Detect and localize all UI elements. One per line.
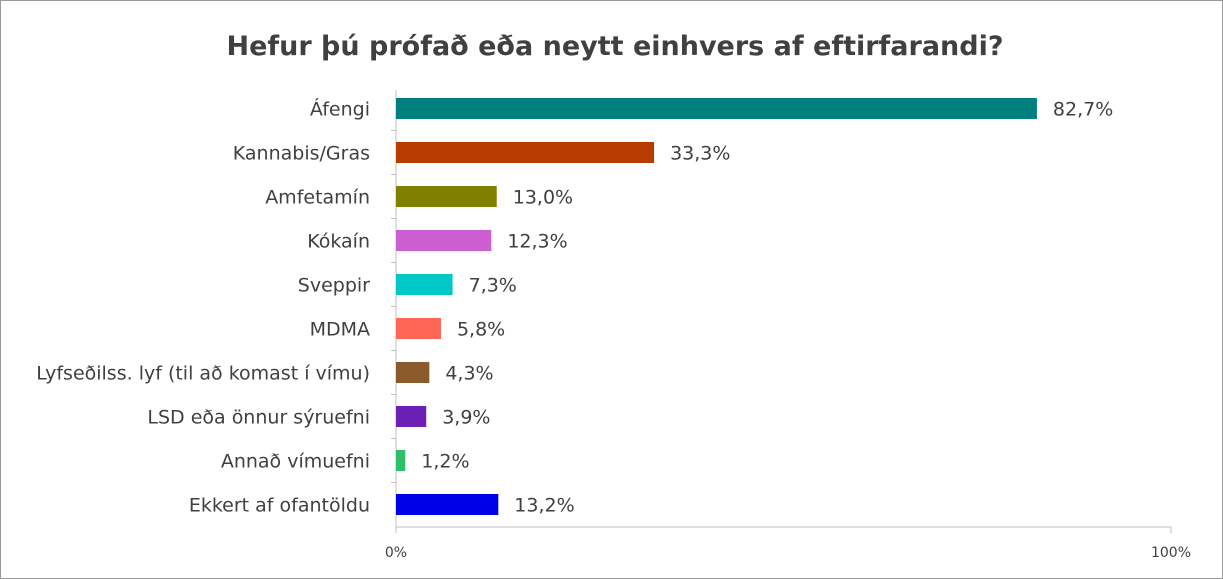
value-label: 3,9% [442,407,490,429]
bar [396,494,499,515]
category-label: Lyfseðilss. lyf (til að komast í vímu) [36,363,370,385]
bar [396,406,427,427]
bar [396,230,492,251]
value-label: 33,3% [670,143,730,165]
bar [396,142,655,163]
category-label: LSD eða önnur sýruefni [147,407,370,429]
category-label: Kókaín [307,231,370,253]
value-label: 13,0% [513,187,573,209]
bar [396,362,430,383]
chart-title: Hefur þú prófað eða neytt einhvers af ef… [226,31,1003,62]
category-label: Annað vímuefni [221,451,370,473]
value-label: 5,8% [457,319,505,341]
value-label: 4,3% [445,363,493,385]
category-label: Ekkert af ofantöldu [189,495,370,517]
bar [396,186,497,207]
category-label: Áfengi [310,98,370,121]
bar [396,450,406,471]
category-label: MDMA [310,319,370,341]
bar [396,318,441,339]
value-label: 12,3% [507,231,567,253]
value-label: 1,2% [421,451,469,473]
value-label: 82,7% [1053,99,1113,121]
x-tick-label: 0% [385,545,407,561]
bar [396,274,453,295]
category-label: Amfetamín [265,187,370,209]
x-tick-label: 100% [1151,545,1191,561]
category-label: Kannabis/Gras [233,143,370,165]
value-label: 7,3% [469,275,517,297]
category-label: Sveppir [298,275,370,297]
bar [396,98,1037,119]
value-label: 13,2% [514,495,574,517]
